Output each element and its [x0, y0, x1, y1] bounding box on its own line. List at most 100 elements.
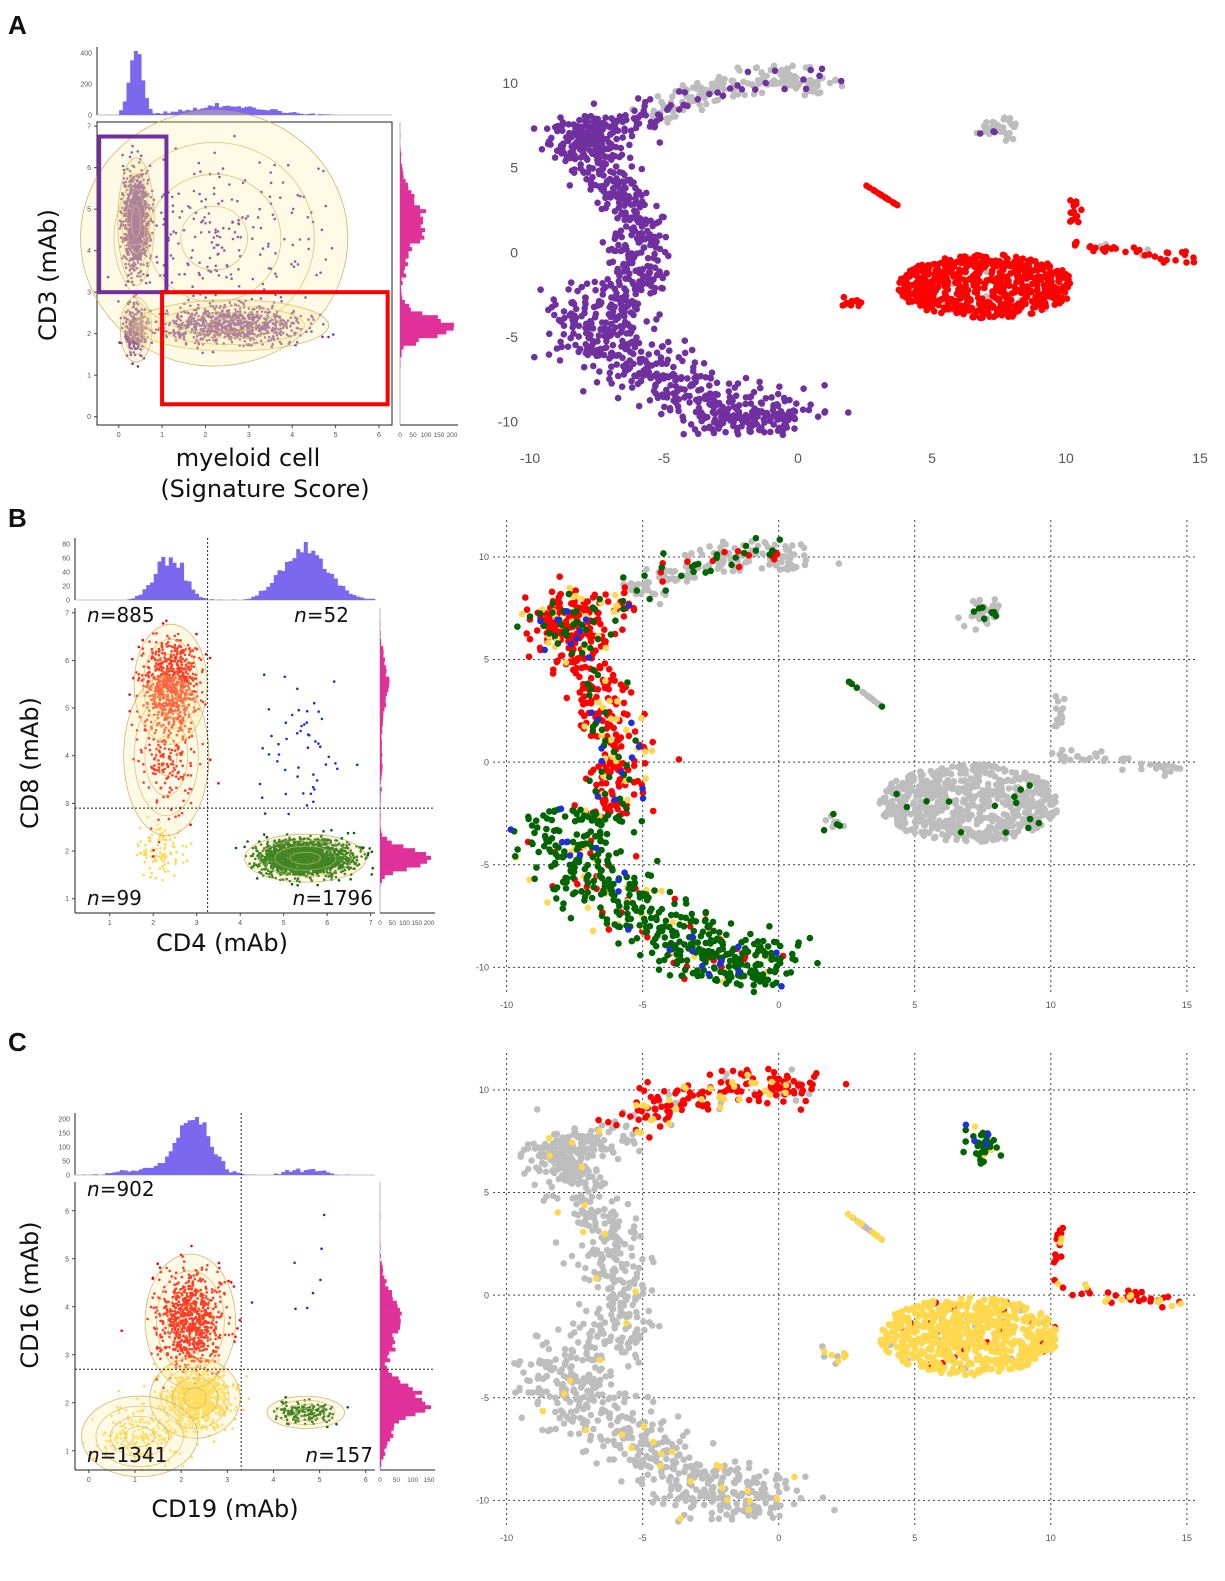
data-point	[130, 151, 134, 154]
umap-point	[628, 132, 636, 140]
data-point	[134, 218, 138, 222]
histogram-bar	[400, 269, 404, 274]
histogram-bar	[380, 825, 381, 830]
data-point	[204, 653, 208, 656]
data-point	[271, 342, 275, 346]
umap-point	[619, 134, 626, 141]
umap-point	[769, 406, 777, 414]
umap-point	[650, 325, 658, 333]
umap-point	[774, 427, 782, 435]
umap-point	[928, 288, 936, 296]
umap-point	[615, 178, 622, 185]
umap-point	[625, 275, 633, 283]
data-point	[131, 225, 135, 228]
umap-point	[767, 428, 774, 436]
data-point	[128, 169, 132, 173]
umap-point	[628, 384, 636, 391]
histogram-tick-label: 0	[88, 113, 92, 120]
x-tick-label: 1	[160, 432, 164, 439]
data-point	[149, 328, 152, 332]
umap-point	[633, 199, 641, 207]
data-point	[146, 182, 149, 185]
histogram-bar	[400, 341, 417, 346]
umap-point	[1017, 266, 1025, 273]
umap-point	[1065, 276, 1072, 283]
histogram-tick-label: 150	[411, 920, 422, 927]
y-tick-label: 7	[87, 124, 91, 131]
histogram-bar	[165, 565, 170, 600]
umap-point	[656, 311, 663, 318]
umap-point	[556, 357, 564, 364]
data-point	[139, 206, 143, 210]
umap-point	[1039, 265, 1046, 272]
umap-point	[608, 363, 615, 371]
histogram-tick-label: 100	[421, 432, 432, 439]
histogram-bar	[150, 582, 155, 600]
data-point	[136, 309, 139, 312]
umap-point	[666, 347, 673, 355]
histogram-bar	[400, 300, 405, 305]
umap-point	[654, 257, 661, 264]
umap-point	[757, 399, 765, 407]
histogram-bar	[380, 646, 384, 651]
umap-point	[616, 153, 623, 161]
data-point	[137, 220, 140, 224]
umap-point	[1000, 301, 1008, 308]
umap-point	[606, 369, 614, 377]
data-point	[143, 195, 146, 199]
umap-point	[602, 114, 609, 121]
histogram-bar	[288, 561, 293, 600]
umap-point	[757, 384, 764, 392]
umap-point	[551, 123, 559, 131]
histogram-bar	[126, 82, 131, 115]
umap-point	[731, 384, 739, 391]
umap-point	[565, 121, 572, 128]
umap-point	[976, 297, 983, 304]
histogram-bar	[380, 749, 382, 754]
histogram-bar	[400, 307, 411, 312]
y-tick-label: -5	[506, 329, 519, 345]
umap-point	[626, 329, 633, 337]
umap-point	[1011, 306, 1019, 313]
umap-point	[742, 400, 749, 408]
data-point	[141, 185, 144, 188]
umap-point	[912, 268, 920, 276]
umap-point	[728, 77, 736, 84]
histogram-bar	[307, 553, 312, 600]
histogram-bar	[247, 598, 252, 600]
data-point	[142, 187, 145, 190]
histogram-bar	[163, 111, 168, 115]
histogram-bar	[274, 109, 278, 115]
umap-point	[688, 346, 696, 354]
data-point	[128, 155, 132, 159]
umap-point	[630, 280, 637, 288]
umap-point	[773, 80, 781, 87]
umap-point	[689, 381, 697, 389]
umap-point	[740, 78, 747, 86]
umap-point	[583, 137, 591, 145]
umap-point	[1006, 115, 1014, 122]
y-tick-label: 0	[87, 414, 91, 421]
histogram-bar	[285, 561, 290, 600]
umap-point	[1061, 289, 1069, 296]
histogram-bar	[142, 589, 147, 600]
data-point	[124, 224, 127, 227]
histogram-bar	[288, 112, 293, 115]
histogram-bar	[191, 589, 196, 600]
data-point	[133, 230, 137, 233]
data-point	[140, 312, 143, 315]
umap-point	[734, 431, 742, 438]
umap-point	[706, 90, 713, 98]
histogram-bar	[218, 107, 223, 115]
histogram-bar	[189, 110, 194, 115]
histogram-bar	[196, 109, 201, 115]
umap-point	[608, 320, 615, 328]
histogram-bar	[380, 676, 390, 681]
histogram-bar	[400, 209, 427, 214]
umap-point	[589, 337, 597, 345]
umap-point	[1078, 206, 1085, 214]
umap-point	[601, 344, 609, 352]
data-point	[122, 214, 126, 217]
data-point	[118, 341, 121, 344]
umap-point	[990, 128, 997, 135]
